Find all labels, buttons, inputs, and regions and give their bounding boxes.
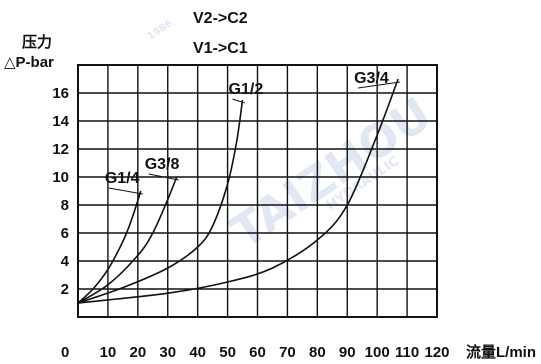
x-tick-label: 20 bbox=[129, 344, 146, 361]
chart-title-line-1: V2->C2 bbox=[193, 10, 248, 27]
x-tick-label: 70 bbox=[279, 344, 296, 361]
x-tick-label: 40 bbox=[189, 344, 206, 361]
series-label-g3-8: G3/8 bbox=[145, 156, 180, 173]
series-line-g3-4 bbox=[77, 78, 399, 304]
series-line-g1-4 bbox=[77, 190, 142, 304]
watermark: TAIZHOU HYDRAULIC 1986 bbox=[146, 18, 441, 259]
x-tick-label: 120 bbox=[424, 344, 449, 361]
series-label-g3-4: G3/4 bbox=[354, 70, 389, 87]
y-axis-label-line-1: 压力 bbox=[22, 33, 52, 51]
curves bbox=[77, 78, 399, 304]
series-leader-g3-8 bbox=[148, 173, 179, 181]
series-labels: G1/4 G3/8 G1/2 G3/4 bbox=[105, 70, 401, 195]
y-axis-label-line-2: △P-bar bbox=[4, 54, 54, 71]
series-line-g1-2 bbox=[77, 99, 244, 304]
x-tick-label: 90 bbox=[339, 344, 356, 361]
chart-title-line-2: V1->C1 bbox=[193, 40, 248, 57]
series-leader-g1-4 bbox=[108, 187, 143, 195]
x-tick-label: 60 bbox=[249, 344, 266, 361]
watermark-year: 1986 bbox=[146, 18, 175, 43]
series-label-g1-2: G1/2 bbox=[229, 81, 264, 98]
series-label-g1-4: G1/4 bbox=[105, 170, 140, 187]
plot-frame bbox=[77, 64, 438, 318]
x-tick-label: 100 bbox=[365, 344, 390, 361]
y-tick-label: 2 bbox=[61, 281, 69, 298]
grid bbox=[78, 64, 437, 317]
y-tick-label: 6 bbox=[61, 225, 69, 242]
x-tick-label: 30 bbox=[159, 344, 176, 361]
ticks: 0 10 20 30 40 50 60 70 80 90 100 110 120 2 4 6 8 10 12 14 16 bbox=[52, 85, 449, 361]
x-tick-label: 10 bbox=[100, 344, 117, 361]
series-leader-g3-4 bbox=[358, 81, 401, 89]
y-tick-label: 4 bbox=[61, 253, 70, 270]
y-tick-label: 12 bbox=[52, 141, 69, 158]
x-tick-label: 0 bbox=[61, 344, 69, 361]
y-tick-label: 10 bbox=[52, 169, 69, 186]
x-tick-label: 80 bbox=[309, 344, 326, 361]
series-line-g3-8 bbox=[77, 176, 178, 304]
x-tick-label: 110 bbox=[395, 344, 419, 361]
y-tick-label: 14 bbox=[52, 113, 69, 130]
x-tick-label: 50 bbox=[219, 344, 236, 361]
series-leader-g1-2 bbox=[232, 98, 245, 104]
y-tick-label: 8 bbox=[61, 197, 69, 214]
y-tick-label: 16 bbox=[52, 85, 69, 102]
x-axis-label: 流量L/min bbox=[466, 343, 536, 361]
